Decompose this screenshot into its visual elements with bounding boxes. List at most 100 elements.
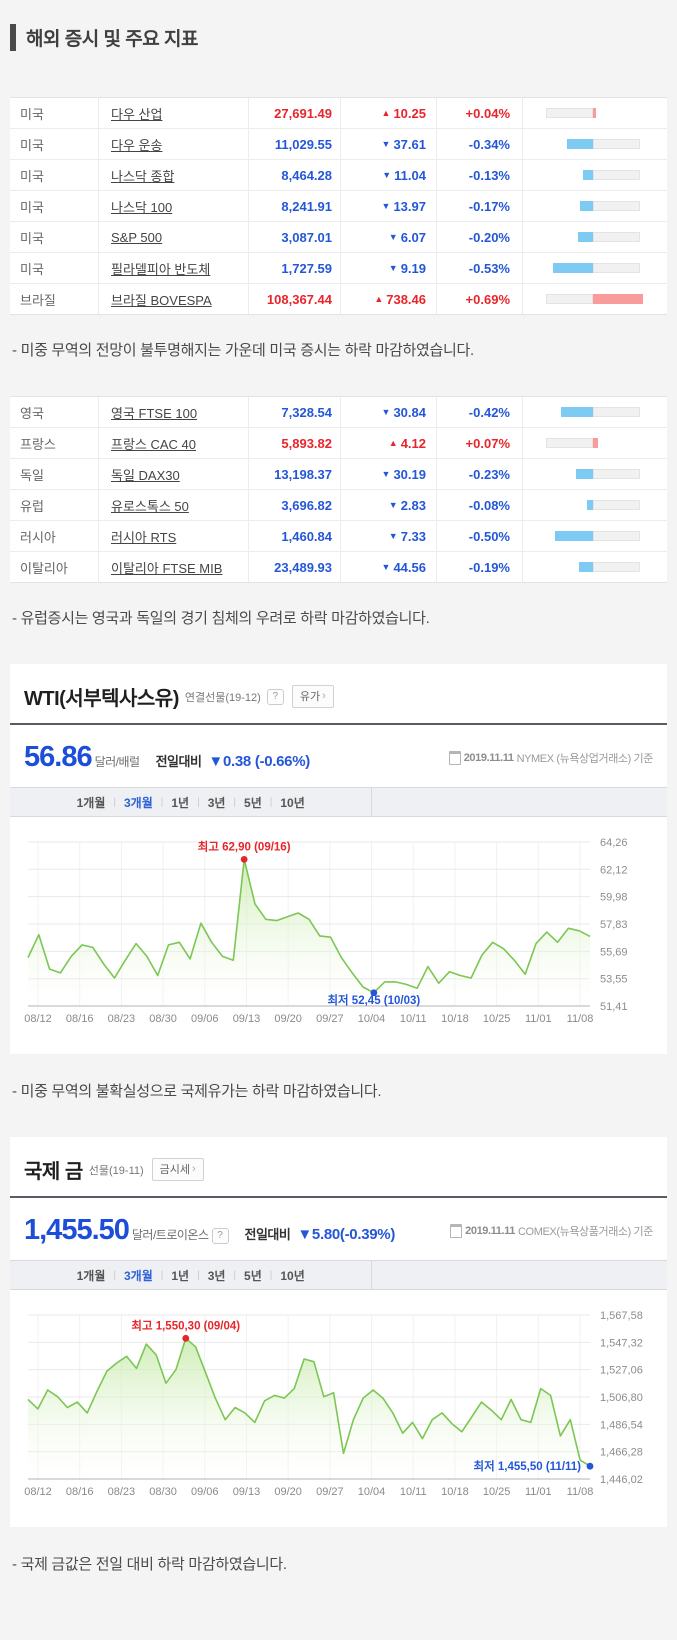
oil-price-link-button[interactable]: 유가 › (291, 685, 334, 708)
index-name-cell: 필라델피아 반도체 (98, 253, 248, 283)
svg-text:51,41: 51,41 (600, 1001, 628, 1013)
period-tab-1개월[interactable]: 1개월 (76, 795, 106, 810)
svg-text:08/30: 08/30 (149, 1013, 177, 1025)
svg-text:최고 1,550,30 (09/04): 최고 1,550,30 (09/04) (131, 1318, 240, 1332)
period-tab-3개월[interactable]: 3개월 (123, 1268, 153, 1283)
change-bar-gauge (546, 562, 644, 572)
svg-text:최저 52,45 (10/03): 최저 52,45 (10/03) (327, 993, 420, 1007)
index-row: 미국 나스닥 종합 8,464.28 ▼ 11.04 -0.13% (10, 160, 667, 191)
period-tab-5년[interactable]: 5년 (244, 1268, 262, 1283)
index-link[interactable]: 영국 FTSE 100 (111, 405, 198, 421)
gauge-bar (583, 170, 593, 180)
index-change-percent: -0.13% (436, 160, 522, 190)
country-label: 미국 (20, 106, 44, 122)
period-tab-1년[interactable]: 1년 (171, 1268, 190, 1283)
gauge-bar (593, 438, 598, 448)
change-bar-gauge (546, 438, 644, 448)
calendar-icon (450, 1223, 463, 1238)
index-link[interactable]: 유로스톡스 50 (111, 498, 189, 514)
period-tab-3년[interactable]: 3년 (207, 795, 226, 810)
index-row: 미국 S&P 500 3,087.01 ▼ 6.07 -0.20% (10, 222, 667, 253)
gold-reference-date: 2019.11.11 (465, 1224, 515, 1237)
index-change: ▼ 7.33 (340, 521, 436, 551)
down-arrow-icon: ▼ (382, 170, 392, 180)
period-tab-5년[interactable]: 5년 (244, 795, 262, 810)
change-bar-cell (522, 490, 667, 520)
period-tab-10년[interactable]: 10년 (280, 1268, 305, 1283)
index-link[interactable]: 다우 운송 (111, 137, 163, 153)
svg-text:10/25: 10/25 (483, 1486, 511, 1498)
period-tab-3개월[interactable]: 3개월 (123, 795, 153, 810)
change-bar-cell (522, 397, 667, 427)
page-title: 해외 증시 및 주요 지표 (26, 29, 198, 50)
gold-title: 국제 금 (24, 1161, 83, 1183)
index-link[interactable]: S&P 500 (111, 229, 163, 245)
period-tab-10년[interactable]: 10년 (280, 795, 305, 810)
down-arrow-icon: ▼ (388, 531, 398, 541)
index-value: 5,893.82 (248, 428, 340, 458)
svg-text:08/30: 08/30 (149, 1486, 177, 1498)
index-link[interactable]: 러시아 RTS (111, 529, 177, 545)
gauge-track (593, 407, 640, 417)
change-bar-cell (522, 552, 667, 582)
index-value: 7,328.54 (248, 397, 340, 427)
index-link[interactable]: 나스닥 100 (111, 199, 173, 215)
index-row: 미국 필라델피아 반도체 1,727.59 ▼ 9.19 -0.53% (10, 253, 667, 284)
index-link[interactable]: 이탈리아 FTSE MIB (111, 560, 223, 576)
index-link[interactable]: 필라델피아 반도체 (111, 261, 211, 277)
index-link[interactable]: 나스닥 종합 (111, 168, 175, 184)
up-arrow-icon: ▲ (381, 108, 391, 118)
wti-reference-exchange: NYMEX (뉴욕상업거래소) 기준 (516, 752, 654, 765)
svg-text:08/23: 08/23 (108, 1013, 136, 1025)
index-value: 27,691.49 (248, 98, 340, 128)
svg-text:11/01: 11/01 (525, 1486, 552, 1498)
gauge-bar (580, 201, 593, 211)
index-change: ▼ 44.56 (340, 552, 436, 582)
help-icon[interactable]: ? (266, 688, 284, 705)
index-link[interactable]: 프랑스 CAC 40 (111, 436, 197, 452)
country-label: 프랑스 (20, 436, 56, 452)
gold-chart: 08/12 08/16 08/23 08/30 09/06 09/13 09/20 09/27… (24, 1310, 643, 1498)
index-change-percent: -0.17% (436, 191, 522, 221)
wti-subtitle: 연결선물(19-12) (184, 691, 261, 704)
down-arrow-icon: ▼ (388, 263, 398, 273)
wti-chart: 08/12 08/16 08/23 08/30 09/06 09/13 09/20 09/27… (24, 837, 628, 1025)
change-bar-gauge (546, 139, 644, 149)
svg-text:1,466,28: 1,466,28 (600, 1447, 643, 1459)
period-tab-1년[interactable]: 1년 (171, 795, 190, 810)
tab-separator: | (233, 796, 237, 808)
index-link[interactable]: 독일 DAX30 (111, 467, 180, 483)
index-value: 1,727.59 (248, 253, 340, 283)
wti-price-row: 56.86 달러/배럴 전일대비 ▼0.38 (-0.66%) 2019.11.… (24, 741, 653, 774)
tab-separator: | (233, 1269, 237, 1281)
index-change: ▼ 2.83 (340, 490, 436, 520)
index-name-cell: 영국 FTSE 100 (98, 397, 248, 427)
index-link[interactable]: 다우 산업 (111, 106, 163, 122)
comment-us-markets: - 미중 무역의 전망이 불투명해지는 가운데 미국 증시는 하락 마감하였습니… (12, 342, 474, 359)
gauge-bar (579, 562, 593, 572)
calendar-icon (448, 750, 461, 765)
index-link[interactable]: 브라질 BOVESPA (111, 292, 212, 308)
section-divider (10, 723, 667, 725)
svg-text:10/25: 10/25 (483, 1013, 511, 1025)
period-tab-3년[interactable]: 3년 (207, 1268, 226, 1283)
down-arrow-icon: ▼ (381, 407, 391, 417)
index-name-cell: 유로스톡스 50 (98, 490, 248, 520)
svg-text:1,527,06: 1,527,06 (600, 1365, 643, 1377)
index-name-cell: 러시아 RTS (98, 521, 248, 551)
index-value: 8,464.28 (248, 160, 340, 190)
change-bar-cell (522, 191, 667, 221)
gold-price-link-button[interactable]: 금시세 › (151, 1158, 204, 1181)
tab-separator: | (197, 796, 200, 808)
country-label: 브라질 (20, 292, 56, 308)
chevron-right-icon: › (192, 1163, 196, 1175)
gauge-track (593, 139, 640, 149)
title-accent-bar (10, 24, 16, 51)
svg-text:09/20: 09/20 (274, 1013, 302, 1025)
period-tab-1개월[interactable]: 1개월 (76, 1268, 106, 1283)
wti-change: ▼0.38 (-0.66%) (208, 753, 310, 770)
help-icon[interactable]: ? (211, 1228, 229, 1244)
change-bar-cell (522, 428, 667, 458)
index-change: ▼ 9.19 (340, 253, 436, 283)
up-arrow-icon: ▲ (374, 294, 384, 304)
